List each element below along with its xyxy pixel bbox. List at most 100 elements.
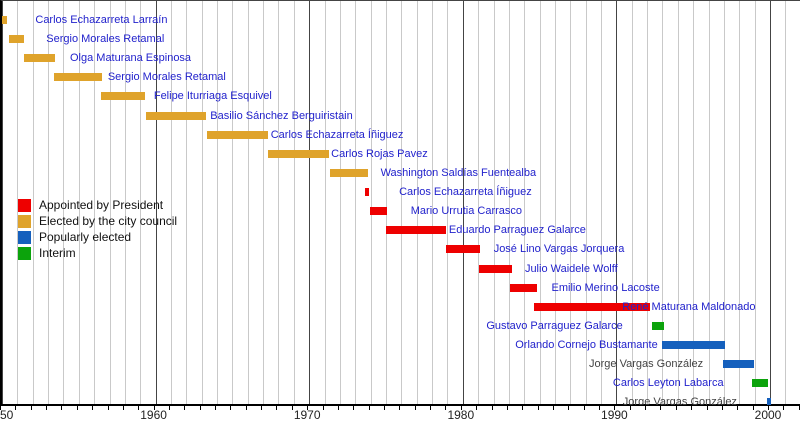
gridline-minor (124, 1, 126, 405)
timeline-bar-council (101, 92, 145, 101)
gridline-minor (355, 1, 357, 405)
axis-tick-label: 1960 (140, 408, 167, 422)
gridline-minor (186, 1, 188, 405)
legend-swatch-interim (18, 246, 31, 260)
gridline-minor (278, 1, 280, 405)
timeline-bar-popular (766, 398, 771, 405)
axis-tick (706, 406, 708, 410)
gridline-minor (739, 1, 741, 405)
plot-area: Carlos Echazarreta Larraín Sergio Morales… (0, 0, 800, 405)
gridline-minor (647, 1, 649, 405)
mayor-name-label: Carlos Rojas Pavez (331, 147, 428, 160)
gridline-minor (708, 1, 710, 405)
axis-tick-label: 1970 (293, 408, 321, 422)
axis-tick (291, 406, 293, 410)
axis-tick (368, 406, 370, 410)
axis-tick (583, 406, 585, 410)
axis-tick (107, 406, 109, 410)
gridline-major (309, 1, 311, 405)
axis-tick (660, 406, 662, 410)
axis-tick (675, 406, 677, 410)
gridline-minor (94, 1, 96, 405)
mayor-name-label: Carlos Leyton Labarca (612, 377, 724, 390)
axis-tick (337, 406, 339, 410)
axis-tick (61, 406, 63, 410)
gridline-minor (170, 1, 172, 405)
mayor-name-label: Carlos Echazarreta Íñiguez (270, 128, 404, 141)
gridline-major (155, 1, 157, 405)
gridline-minor (508, 1, 510, 405)
gridline-minor (554, 1, 556, 405)
axis-tick (768, 406, 769, 410)
gridline-minor (585, 1, 587, 405)
gridline-minor (432, 1, 434, 405)
axis-tick (138, 406, 140, 410)
axis-tick (721, 406, 723, 410)
gridline-minor (601, 1, 603, 405)
timeline-bar-interim (751, 379, 769, 388)
mayor-name-label: Basilio Sánchez Berguiristain (210, 109, 353, 122)
mayor-name-label: Olga Maturana Espinosa (69, 52, 192, 65)
gridline-minor (785, 1, 787, 405)
timeline-bar-council (268, 149, 330, 158)
legend-label-president: Appointed by President (39, 198, 164, 212)
legend-swatch-popular (18, 230, 31, 244)
axis-tick-label: 1950 (0, 408, 14, 422)
axis-tick (15, 406, 17, 410)
gridline-minor (662, 1, 664, 405)
axis-tick (476, 406, 478, 410)
axis-tick (522, 406, 524, 410)
axis-tick (168, 406, 170, 410)
legend-label-council: Elected by the city council (39, 214, 178, 228)
gridline-minor (478, 1, 480, 405)
axis-tick (752, 406, 754, 410)
mayor-name-label: Carlos Echazarreta Larraín (35, 14, 168, 26)
timeline-bar-president (509, 283, 537, 292)
axis-tick (276, 406, 278, 410)
gridline-minor (48, 1, 50, 405)
axis-tick (307, 406, 309, 410)
gridline-major (770, 1, 771, 405)
legend: Appointed by President Elected by the cit… (18, 197, 177, 261)
gridline-minor (524, 1, 526, 405)
timeline-bar-council (54, 73, 102, 82)
mayor-name-label: Jorge Vargas González (589, 358, 704, 371)
gridline-minor (263, 1, 265, 405)
axis-tick (445, 406, 447, 410)
x-axis-line (0, 404, 800, 406)
gridline-minor (339, 1, 341, 405)
timeline-bar-council (8, 35, 25, 44)
axis-tick (460, 406, 462, 410)
legend-label-interim: Interim (39, 246, 76, 260)
gridline-minor (754, 1, 756, 405)
mayor-name-label: Julio Waidele Wolff (524, 262, 618, 275)
axis-tick (537, 406, 539, 410)
legend-item-interim: Interim (18, 245, 177, 261)
mayor-name-label: Eduardo Parraguez Galarce (448, 224, 586, 237)
axis-tick (76, 406, 78, 410)
mayor-name-label: Gustavo Parraguez Galarce (486, 319, 623, 332)
gridline-minor (232, 1, 234, 405)
mayor-name-label: Mario Urrutia Carrasco (410, 205, 523, 218)
timeline-bar-council (329, 168, 368, 177)
timeline-bar-president (445, 245, 480, 254)
axis-tick (614, 406, 616, 410)
axis-tick (414, 406, 416, 410)
timeline-bar-president (478, 264, 512, 273)
gridline-major (2, 1, 3, 405)
gridline-minor (401, 1, 403, 405)
axis-tick (629, 406, 631, 410)
mayor-name-label: Washington Saldías Fuentealba (380, 166, 537, 179)
gridline-minor (140, 1, 142, 405)
axis-tick (122, 406, 124, 410)
axis-tick (353, 406, 355, 410)
legend-swatch-council (18, 214, 31, 228)
axis-tick (552, 406, 554, 410)
timeline-bar-interim (651, 321, 664, 330)
gridline-minor (63, 1, 65, 405)
timeline-bar-council (2, 16, 8, 24)
axis-tick (92, 406, 94, 410)
axis-tick (568, 406, 570, 410)
axis-tick (430, 406, 432, 410)
mayor-name-label: Orlando Cornejo Bustamante (515, 339, 658, 352)
